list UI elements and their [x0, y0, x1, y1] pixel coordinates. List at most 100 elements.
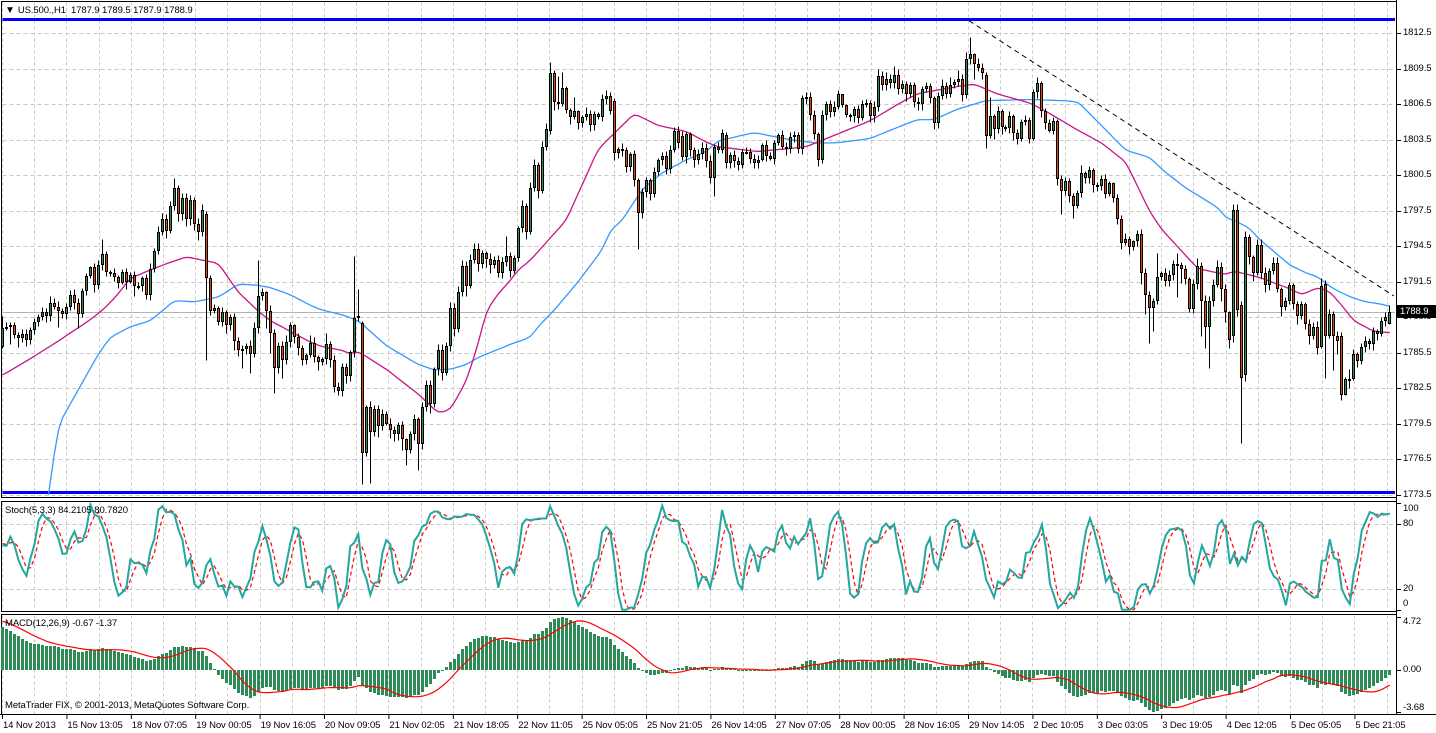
macd-histogram-bar [345, 670, 348, 689]
macd-indicator-label: MACD(12,26,9) -0.67 -1.37 [5, 618, 118, 629]
macd-histogram-bar [877, 660, 880, 670]
candle-body-up [1257, 246, 1258, 272]
candle-body-up [170, 207, 171, 230]
macd-histogram-bar [1220, 670, 1223, 690]
macd-histogram-bar [821, 663, 824, 670]
close-value: 1788.9 [164, 5, 193, 16]
candle-body-down [78, 304, 79, 313]
macd-histogram-bar [1100, 670, 1103, 691]
macd-histogram-bar [497, 639, 500, 670]
macd-histogram-bar [961, 666, 964, 670]
symbol-marker-icon: ▼ [5, 5, 15, 16]
candle-body-up [414, 420, 415, 433]
candle-body-up [1233, 211, 1234, 335]
macd-histogram-bar [873, 662, 876, 670]
macd-histogram-bar [17, 636, 20, 670]
candle-body-up [674, 132, 675, 149]
candle-body-down [614, 102, 615, 152]
time-axis-label: 5 Dec 21:05 [1355, 720, 1406, 731]
macd-histogram-bar [361, 670, 364, 686]
candle-body-down [94, 268, 95, 284]
candle-body-up [646, 181, 647, 191]
time-axis-label: 3 Dec 19:05 [1162, 720, 1213, 731]
candle-body-down [726, 136, 727, 162]
candle-body-up [1033, 93, 1034, 138]
candle-body-up [1197, 267, 1198, 283]
macd-histogram-bar [149, 660, 152, 670]
macd-histogram-bar [65, 649, 68, 670]
candle-body-down [274, 334, 275, 367]
candle-body-down [666, 157, 667, 168]
macd-histogram-bar [157, 656, 160, 670]
candle-body-up [642, 193, 643, 212]
macd-histogram-bar [301, 670, 304, 689]
candle-body-down [198, 225, 199, 231]
macd-histogram-bar [109, 649, 112, 670]
candle-body-up [1089, 171, 1090, 177]
candle-body-down [810, 98, 811, 114]
price-axis-label: 1782.5 [1403, 382, 1432, 393]
candle-body-down [1141, 235, 1142, 272]
candle-body-up [606, 97, 607, 98]
macd-histogram-bar [681, 668, 684, 670]
candle-body-up [910, 86, 911, 93]
candle-body-up [1169, 276, 1170, 280]
candle-body-up [150, 270, 151, 294]
candle-body-up [1053, 122, 1054, 130]
candle-body-down [390, 425, 391, 429]
macd-histogram-bar [1116, 670, 1119, 693]
macd-histogram-bar [677, 668, 680, 670]
macd-histogram-bar [1076, 670, 1079, 697]
macd-histogram-bar [941, 666, 944, 670]
macd-histogram-bar [597, 636, 600, 670]
candle-body-up [278, 347, 279, 367]
candle-body-down [406, 440, 407, 449]
macd-histogram-bar [657, 670, 660, 674]
candle-body-down [1121, 220, 1122, 242]
candle-body-down [1061, 180, 1062, 190]
price-axis-label: 1812.5 [1403, 27, 1432, 38]
macd-histogram-bar [545, 628, 548, 670]
time-axis-label: 29 Nov 14:05 [969, 720, 1025, 731]
macd-histogram-bar [1380, 670, 1383, 681]
candle-body-down [906, 85, 907, 93]
candle-body-down [870, 104, 871, 115]
candle-body-down [766, 146, 767, 155]
macd-histogram-bar [1152, 670, 1155, 712]
candle-body-down [14, 326, 15, 334]
macd-histogram-bar [417, 670, 420, 695]
candle-body-up [1361, 348, 1362, 360]
macd-histogram-bar [957, 665, 960, 670]
candle-body-up [1101, 180, 1102, 185]
macd-histogram-bar [5, 629, 8, 670]
candle-body-up [854, 110, 855, 115]
stochastic-indicator-label: Stoch(5,3,3) 84.2105 80.7820 [5, 505, 128, 516]
macd-histogram-bar [457, 654, 460, 670]
macd-histogram-bar [1128, 670, 1131, 700]
macd-histogram-bar [1184, 670, 1187, 698]
macd-histogram-bar [425, 670, 428, 687]
candle-body-down [754, 160, 755, 162]
macd-histogram-bar [285, 670, 288, 691]
candle-body-up [826, 105, 827, 114]
candle-body-up [254, 329, 255, 353]
time-axis-label: 4 Dec 12:05 [1226, 720, 1277, 731]
candle-body-up [474, 250, 475, 259]
macd-histogram-bar [593, 634, 596, 670]
candle-body-down [210, 279, 211, 310]
candle-body-down [974, 55, 975, 63]
candle-body-up [354, 319, 355, 351]
candle-body-down [610, 97, 611, 110]
macd-histogram-bar [357, 670, 360, 677]
price-axis-label: 1797.5 [1403, 205, 1432, 216]
candle-body-down [362, 324, 363, 452]
candle-body-up [1161, 274, 1162, 276]
macd-histogram-bar [49, 646, 52, 670]
candle-body-down [626, 151, 627, 166]
main-panel-border [1, 1, 1397, 498]
candle-body-up [182, 199, 183, 213]
candle-body-up [950, 86, 951, 93]
macd-histogram-bar [93, 650, 96, 670]
macd-histogram-bar [293, 670, 296, 688]
